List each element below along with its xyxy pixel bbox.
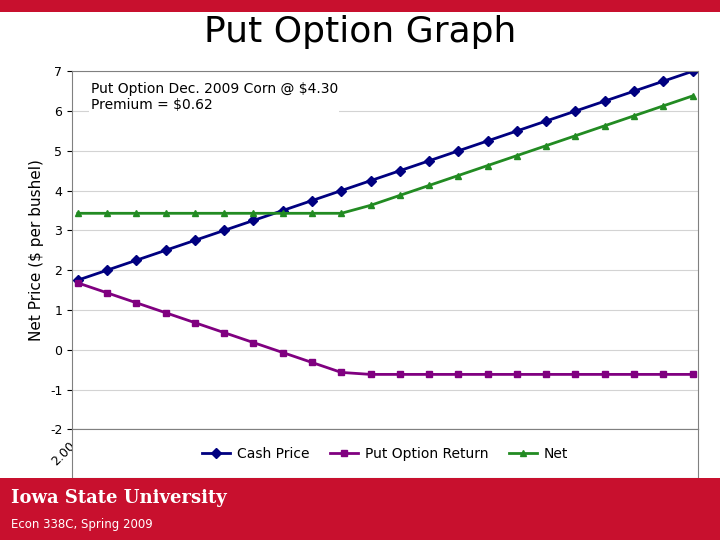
Legend: Cash Price, Put Option Return, Net: Cash Price, Put Option Return, Net (197, 441, 574, 466)
Cash Price (220, 227, 228, 234)
Put Option Return (571, 371, 580, 377)
Put Option Return (688, 371, 697, 377)
Put Option Return (161, 309, 170, 316)
Net (132, 210, 140, 217)
Cash Price (132, 257, 140, 264)
Net (307, 210, 316, 217)
Net (513, 152, 521, 159)
Put Option Return (307, 359, 316, 366)
Cash Price (366, 178, 375, 184)
Cash Price (454, 147, 463, 154)
Net (161, 210, 170, 217)
Put Option Return (191, 320, 199, 326)
Put Option Return (103, 289, 112, 296)
Net (220, 210, 228, 217)
Net (366, 202, 375, 208)
Cash Price (659, 78, 667, 84)
Net (279, 210, 287, 217)
Cash Price (337, 187, 346, 194)
Cash Price (600, 98, 609, 104)
Cash Price (483, 138, 492, 144)
Cash Price (542, 118, 551, 124)
Net (103, 210, 112, 217)
Cash Price (688, 68, 697, 75)
Line: Put Option Return: Put Option Return (74, 279, 696, 378)
Put Option Return (395, 371, 404, 377)
Put Option Return (366, 371, 375, 377)
Put Option Return (513, 371, 521, 377)
Put Option Return (600, 371, 609, 377)
Y-axis label: Net Price ($ per bushel): Net Price ($ per bushel) (30, 159, 45, 341)
Cash Price (103, 267, 112, 273)
Cash Price (425, 158, 433, 164)
Cash Price (571, 108, 580, 114)
Net (191, 210, 199, 217)
Put Option Return (279, 349, 287, 356)
Line: Cash Price: Cash Price (74, 68, 696, 284)
Net (395, 192, 404, 199)
X-axis label: Futures Price ($ per bushel): Futures Price ($ per bushel) (279, 474, 491, 489)
Cash Price (249, 217, 258, 224)
Text: Put Option Dec. 2009 Corn @ $4.30
Premium = $0.62: Put Option Dec. 2009 Corn @ $4.30 Premiu… (91, 82, 338, 112)
Text: Econ 338C, Spring 2009: Econ 338C, Spring 2009 (11, 518, 153, 531)
Net (571, 132, 580, 139)
Cash Price (161, 247, 170, 253)
Net (425, 182, 433, 188)
Text: Iowa State University: Iowa State University (11, 489, 227, 507)
Net (454, 172, 463, 179)
Put Option Return (659, 371, 667, 377)
Net (249, 210, 258, 217)
Cash Price (395, 167, 404, 174)
Net (659, 103, 667, 109)
Net (73, 210, 82, 217)
Put Option Return (249, 339, 258, 346)
Net (483, 163, 492, 169)
Put Option Return (220, 329, 228, 336)
Put Option Return (630, 371, 639, 377)
Net (600, 123, 609, 129)
Line: Net: Net (74, 92, 696, 217)
Cash Price (73, 277, 82, 284)
Put Option Return (483, 371, 492, 377)
Net (542, 143, 551, 149)
Cash Price (191, 237, 199, 244)
Put Option Return (132, 300, 140, 306)
Net (337, 210, 346, 217)
Cash Price (279, 207, 287, 214)
Put Option Return (454, 371, 463, 377)
Put Option Return (73, 280, 82, 286)
Cash Price (630, 88, 639, 94)
Put Option Return (542, 371, 551, 377)
Text: Put Option Graph: Put Option Graph (204, 15, 516, 49)
Net (688, 93, 697, 99)
Cash Price (513, 127, 521, 134)
Put Option Return (425, 371, 433, 377)
Cash Price (307, 197, 316, 204)
Put Option Return (337, 369, 346, 376)
Net (630, 113, 639, 119)
